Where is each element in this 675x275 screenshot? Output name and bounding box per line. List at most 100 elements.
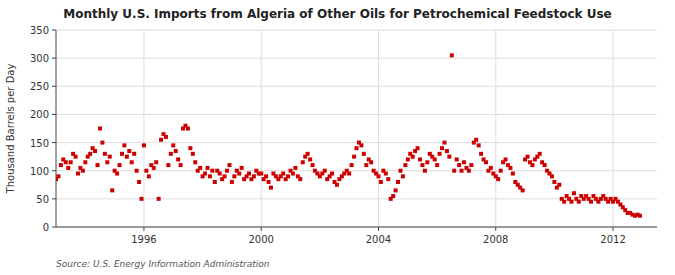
point	[144, 169, 148, 173]
point	[174, 149, 178, 153]
point	[130, 160, 134, 164]
point	[59, 163, 63, 167]
annotation: Source: U.S. Energy Information Administ…	[56, 259, 270, 269]
point	[323, 169, 327, 173]
point	[118, 163, 122, 167]
x-tick-label: 1996	[131, 234, 156, 245]
point	[157, 197, 161, 201]
point	[88, 152, 92, 156]
point	[401, 174, 405, 178]
y-axis-line	[56, 30, 57, 227]
point	[142, 143, 146, 147]
point	[423, 169, 427, 173]
y-tick-label: 250	[30, 81, 49, 92]
point	[132, 152, 136, 156]
point	[496, 177, 500, 181]
point	[152, 166, 156, 170]
point	[362, 152, 366, 156]
point	[205, 166, 209, 170]
point	[569, 200, 573, 204]
point	[230, 180, 234, 184]
grid-line-x	[378, 30, 379, 227]
point	[286, 174, 290, 178]
point	[479, 152, 483, 156]
point	[562, 200, 566, 204]
point	[164, 135, 168, 139]
point	[403, 163, 407, 167]
point	[530, 163, 534, 167]
point	[355, 146, 359, 150]
point	[66, 166, 70, 170]
point	[438, 152, 442, 156]
point	[100, 141, 104, 145]
point	[474, 138, 478, 142]
point	[218, 172, 222, 176]
point	[484, 160, 488, 164]
point	[281, 172, 285, 176]
point	[247, 172, 251, 176]
point	[171, 143, 175, 147]
point	[269, 186, 273, 190]
point	[232, 174, 236, 178]
point	[577, 200, 581, 204]
point	[508, 166, 512, 170]
x-tick	[261, 227, 262, 231]
point	[105, 160, 109, 164]
point	[166, 163, 170, 167]
point	[137, 180, 141, 184]
point	[69, 160, 73, 164]
point	[433, 157, 437, 161]
point	[213, 180, 217, 184]
point	[98, 127, 102, 131]
point	[140, 197, 144, 201]
point	[191, 152, 195, 156]
point	[440, 146, 444, 150]
grid	[56, 30, 657, 227]
y-tick-label: 100	[30, 166, 49, 177]
point	[350, 163, 354, 167]
point	[227, 163, 231, 167]
y-tick	[52, 58, 56, 59]
y-axis-label: Thousand Barrels per Day	[5, 64, 16, 195]
y-tick	[52, 142, 56, 143]
point	[538, 152, 542, 156]
point	[335, 183, 339, 187]
point	[521, 188, 525, 192]
point	[469, 163, 473, 167]
point	[445, 149, 449, 153]
point	[460, 169, 464, 173]
point	[147, 174, 151, 178]
point	[455, 157, 459, 161]
y-tick-label: 50	[36, 194, 49, 205]
grid-line-y	[56, 198, 657, 199]
y-tick	[52, 86, 56, 87]
point	[186, 127, 190, 131]
x-tick	[495, 227, 496, 231]
point	[352, 155, 356, 159]
point	[442, 141, 446, 145]
point	[293, 166, 297, 170]
x-tick-label: 2012	[600, 234, 625, 245]
point	[384, 172, 388, 176]
point	[298, 177, 302, 181]
point	[457, 163, 461, 167]
point	[420, 163, 424, 167]
point	[452, 169, 456, 173]
point	[159, 138, 163, 142]
point	[108, 155, 112, 159]
point	[369, 160, 373, 164]
y-tick	[52, 170, 56, 171]
point	[572, 191, 576, 195]
point	[301, 160, 305, 164]
grid-line-y	[56, 30, 657, 31]
point	[416, 146, 420, 150]
point	[589, 200, 593, 204]
y-tick-label: 300	[30, 53, 49, 64]
y-tick-label: 150	[30, 138, 49, 149]
x-tick-label: 2004	[366, 234, 391, 245]
point	[125, 155, 129, 159]
point	[386, 177, 390, 181]
point	[208, 174, 212, 178]
point	[511, 172, 515, 176]
grid-line-x	[261, 30, 262, 227]
